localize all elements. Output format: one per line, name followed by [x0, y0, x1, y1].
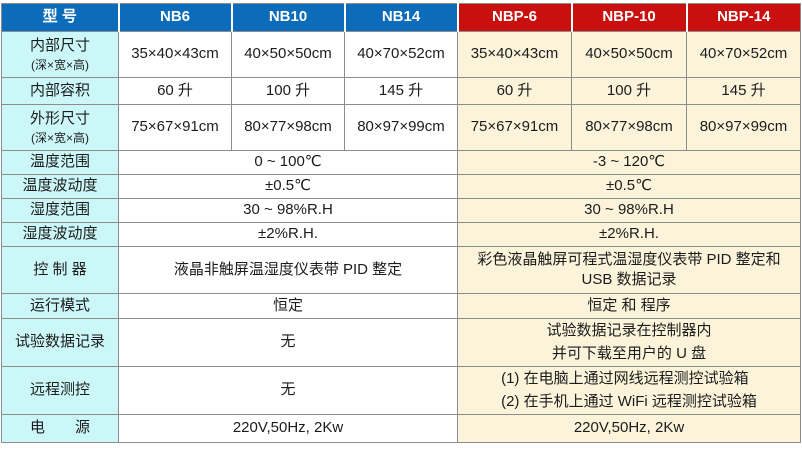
spec-value-cell: 35×40×43cm	[118, 31, 232, 78]
spec-value-line: 并可下载至用户的 U 盘	[551, 344, 707, 362]
spec-value-cell: 145 升	[344, 77, 458, 105]
spec-value-cell: 无	[118, 366, 458, 415]
row-label-text: 内部尺寸	[29, 36, 90, 54]
spec-value-cell: 液晶非触屏温湿度仪表带 PID 整定	[118, 246, 458, 294]
spec-value-cell: 40×50×50cm	[231, 31, 345, 78]
table-row: 内部尺寸 (深×宽×高) 35×40×43cm 40×50×50cm 40×70…	[1, 31, 801, 78]
col-header-nbp14: NBP-14	[685, 3, 801, 32]
spec-value-cell: 100 升	[571, 77, 687, 105]
spec-value-cell: (1) 在电脑上通过网线远程测控试验箱 (2) 在手机上通过 WiFi 远程测控…	[457, 366, 801, 415]
spec-value-cell: 恒定	[118, 293, 458, 319]
row-label-outer-dimensions: 外形尺寸 (深×宽×高)	[1, 104, 119, 151]
spec-value-cell: 75×67×91cm	[118, 104, 232, 151]
table-row: 湿度波动度 ±2%R.H. ±2%R.H.	[1, 222, 801, 247]
spec-value-cell: 40×70×52cm	[344, 31, 458, 78]
table-row: 温度范围 0 ~ 100℃ -3 ~ 120℃	[1, 150, 801, 175]
spec-value-cell: 彩色液晶触屏可程式温湿度仪表带 PID 整定和 USB 数据记录	[457, 246, 801, 294]
page-container: 型 号 NB6 NB10 NB14 NBP-6 NBP-10 NBP-14 内部…	[1, 3, 801, 443]
row-label-subtext: (深×宽×高)	[30, 58, 89, 73]
spec-value-cell: 75×67×91cm	[457, 104, 572, 151]
spec-value-cell: 80×77×98cm	[571, 104, 687, 151]
table-row: 湿度范围 30 ~ 98%R.H 30 ~ 98%R.H	[1, 198, 801, 223]
spec-value-cell: 145 升	[686, 77, 801, 105]
spec-value-cell: -3 ~ 120℃	[457, 150, 801, 175]
spec-value-cell: 恒定 和 程序	[457, 293, 801, 319]
row-label-inner-dimensions: 内部尺寸 (深×宽×高)	[1, 31, 119, 78]
spec-value-cell: 60 升	[118, 77, 232, 105]
spec-value-cell: 35×40×43cm	[457, 31, 572, 78]
spec-value-line: (1) 在电脑上通过网线远程测控试验箱	[501, 370, 749, 387]
spec-value-cell: 220V,50Hz, 2Kw	[457, 414, 801, 443]
col-header-nb14: NB14	[343, 3, 459, 32]
spec-value-cell: 40×50×50cm	[571, 31, 687, 78]
table-row: 电 源 220V,50Hz, 2Kw 220V,50Hz, 2Kw	[1, 414, 801, 443]
spec-value-cell: 30 ~ 98%R.H	[457, 198, 801, 223]
spec-value-cell: 220V,50Hz, 2Kw	[118, 414, 458, 443]
table-row: 远程测控 无 (1) 在电脑上通过网线远程测控试验箱 (2) 在手机上通过 Wi…	[1, 366, 801, 415]
row-label-power-supply: 电 源	[1, 414, 119, 443]
table-row: 内部容积 60 升 100 升 145 升 60 升 100 升 145 升	[1, 77, 801, 105]
spec-value-cell: ±0.5℃	[457, 174, 801, 199]
spec-value-block: (1) 在电脑上通过网线远程测控试验箱 (2) 在手机上通过 WiFi 远程测控…	[501, 368, 757, 413]
spec-value-cell: ±2%R.H.	[457, 222, 801, 247]
spec-value-line: 试验数据记录在控制器内	[546, 322, 712, 339]
table-row: 温度波动度 ±0.5℃ ±0.5℃	[1, 174, 801, 199]
header-row: 型 号 NB6 NB10 NB14 NBP-6 NBP-10 NBP-14	[1, 3, 801, 32]
spec-value-cell: 100 升	[231, 77, 345, 105]
row-label-text: 外形尺寸	[29, 109, 90, 127]
spec-value-cell: 试验数据记录在控制器内 并可下载至用户的 U 盘	[457, 318, 801, 367]
spec-value-cell: 0 ~ 100℃	[118, 150, 458, 175]
col-header-nb10: NB10	[230, 3, 346, 32]
spec-value-cell: ±0.5℃	[118, 174, 458, 199]
row-label-inner-volume: 内部容积	[1, 77, 119, 105]
spec-value-cell: 80×97×99cm	[686, 104, 801, 151]
row-label-data-recording: 试验数据记录	[1, 318, 119, 367]
spec-value-line: (2) 在手机上通过 WiFi 远程测控试验箱	[501, 392, 757, 410]
col-header-model: 型 号	[1, 3, 120, 32]
spec-value-cell: 60 升	[457, 77, 572, 105]
row-label-controller: 控 制 器	[1, 246, 119, 294]
row-label-remote-monitoring: 远程测控	[1, 366, 119, 415]
table-row: 试验数据记录 无 试验数据记录在控制器内 并可下载至用户的 U 盘	[1, 318, 801, 367]
row-label-humidity-range: 湿度范围	[1, 198, 119, 223]
col-header-nb6: NB6	[117, 3, 233, 32]
table-row: 运行模式 恒定 恒定 和 程序	[1, 293, 801, 319]
spec-value-cell: 无	[118, 318, 458, 367]
table-row: 控 制 器 液晶非触屏温湿度仪表带 PID 整定 彩色液晶触屏可程式温湿度仪表带…	[1, 246, 801, 294]
col-header-nbp10: NBP-10	[570, 3, 688, 32]
spec-value-cell: ±2%R.H.	[118, 222, 458, 247]
table-row: 外形尺寸 (深×宽×高) 75×67×91cm 80×77×98cm 80×97…	[1, 104, 801, 151]
spec-value-cell: 30 ~ 98%R.H	[118, 198, 458, 223]
spec-value-cell: 80×97×99cm	[344, 104, 458, 151]
row-label-operation-mode: 运行模式	[1, 293, 119, 319]
col-header-nbp6: NBP-6	[456, 3, 573, 32]
product-spec-table: 型 号 NB6 NB10 NB14 NBP-6 NBP-10 NBP-14 内部…	[1, 3, 801, 443]
row-label-temp-range: 温度范围	[1, 150, 119, 175]
row-label-subtext: (深×宽×高)	[30, 131, 89, 146]
spec-value-cell: 80×77×98cm	[231, 104, 345, 151]
row-label-humidity-fluctuation: 湿度波动度	[1, 222, 119, 247]
row-label-temp-fluctuation: 温度波动度	[1, 174, 119, 199]
spec-value-cell: 40×70×52cm	[686, 31, 801, 78]
